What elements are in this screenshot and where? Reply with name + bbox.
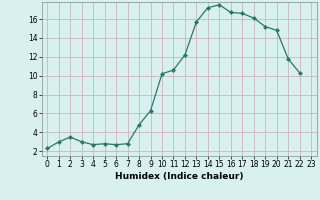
X-axis label: Humidex (Indice chaleur): Humidex (Indice chaleur) [115, 172, 244, 181]
